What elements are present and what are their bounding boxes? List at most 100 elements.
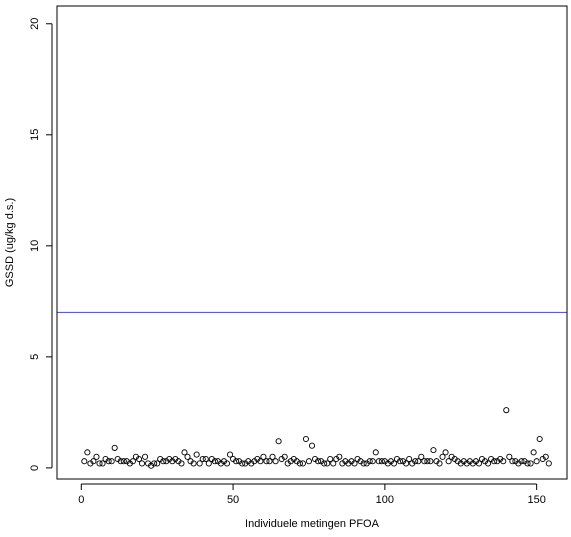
data-point bbox=[178, 460, 185, 467]
data-point bbox=[351, 460, 358, 467]
data-point bbox=[263, 458, 270, 465]
data-point bbox=[266, 458, 273, 465]
data-point bbox=[184, 453, 191, 460]
data-point bbox=[138, 460, 146, 467]
data-point bbox=[129, 458, 136, 465]
data-point bbox=[330, 460, 337, 467]
data-point bbox=[199, 455, 206, 463]
data-point bbox=[412, 458, 419, 465]
data-point bbox=[503, 407, 510, 414]
data-point bbox=[518, 458, 525, 465]
x-tick-label: 0 bbox=[78, 494, 84, 506]
data-point bbox=[105, 458, 112, 465]
data-point bbox=[111, 444, 118, 451]
y-tick-label: 10 bbox=[29, 240, 41, 252]
data-point bbox=[154, 460, 161, 467]
data-point bbox=[390, 460, 398, 467]
data-point bbox=[223, 460, 231, 467]
data-point bbox=[372, 449, 379, 456]
data-point bbox=[366, 458, 373, 465]
data-point bbox=[530, 449, 537, 456]
data-point bbox=[84, 449, 91, 456]
data-point bbox=[181, 449, 188, 456]
data-point bbox=[545, 460, 552, 467]
data-point bbox=[211, 458, 218, 465]
y-axis: 0 5 10 15 20 bbox=[29, 18, 53, 471]
data-point bbox=[527, 460, 534, 467]
plot-frame bbox=[56, 5, 568, 480]
data-point bbox=[93, 453, 100, 460]
data-point bbox=[406, 455, 413, 463]
plot-area bbox=[57, 311, 567, 469]
data-point bbox=[509, 458, 516, 465]
data-point bbox=[308, 442, 316, 449]
data-point bbox=[315, 458, 322, 465]
data-point bbox=[190, 460, 197, 467]
data-point bbox=[302, 435, 309, 443]
x-tick-label: 150 bbox=[527, 494, 545, 506]
y-tick-label: 0 bbox=[29, 465, 41, 471]
data-point bbox=[396, 458, 404, 465]
data-point bbox=[491, 458, 498, 465]
data-point bbox=[196, 460, 203, 467]
data-point bbox=[369, 458, 376, 465]
data-point bbox=[99, 460, 106, 467]
y-axis-title: GSSD (ug/kg d.s.) bbox=[4, 198, 16, 287]
data-point bbox=[403, 460, 410, 467]
data-point bbox=[360, 460, 367, 467]
data-point bbox=[205, 460, 212, 467]
x-axis: 0 50 100 150 bbox=[78, 483, 546, 506]
data-point bbox=[415, 458, 422, 465]
data-point bbox=[260, 453, 267, 460]
data-point bbox=[226, 451, 234, 458]
y-tick-label: 5 bbox=[29, 354, 41, 360]
data-point bbox=[336, 453, 343, 460]
data-point bbox=[324, 460, 331, 467]
data-point bbox=[439, 453, 446, 460]
data-point bbox=[321, 460, 328, 467]
data-point bbox=[524, 460, 531, 467]
data-point bbox=[506, 453, 513, 460]
data-point bbox=[81, 458, 88, 465]
data-point bbox=[257, 458, 264, 465]
data-point bbox=[305, 458, 313, 465]
data-point bbox=[485, 460, 492, 467]
data-point bbox=[418, 453, 425, 460]
y-tick-label: 20 bbox=[29, 18, 41, 30]
data-point bbox=[536, 435, 543, 443]
data-point bbox=[151, 460, 158, 467]
data-point bbox=[160, 458, 167, 465]
data-point bbox=[378, 458, 385, 465]
data-point bbox=[500, 458, 507, 465]
data-point bbox=[275, 438, 282, 445]
data-point bbox=[108, 458, 115, 465]
data-point bbox=[533, 458, 540, 465]
data-point bbox=[327, 455, 334, 463]
data-point bbox=[424, 458, 431, 465]
x-axis-title: Individuele metingen PFOA bbox=[245, 518, 380, 530]
data-point bbox=[445, 458, 452, 465]
data-point bbox=[90, 458, 97, 465]
data-point bbox=[117, 458, 124, 465]
x-tick-label: 50 bbox=[227, 494, 239, 506]
data-point bbox=[421, 458, 428, 465]
data-point bbox=[436, 460, 443, 467]
data-point bbox=[375, 458, 382, 465]
data-point bbox=[296, 460, 303, 467]
x-tick-label: 100 bbox=[376, 494, 394, 506]
data-point bbox=[193, 451, 200, 458]
data-point bbox=[281, 453, 288, 460]
data-point bbox=[299, 460, 306, 467]
data-point bbox=[475, 460, 483, 467]
data-point bbox=[542, 453, 549, 460]
data-point bbox=[239, 460, 246, 467]
data-point bbox=[269, 453, 276, 460]
data-point bbox=[202, 455, 209, 463]
data-point bbox=[272, 458, 279, 465]
data-point bbox=[141, 453, 149, 460]
y-tick-label: 15 bbox=[29, 129, 41, 141]
data-point bbox=[442, 449, 449, 456]
data-point bbox=[96, 460, 103, 467]
data-point bbox=[233, 458, 240, 465]
